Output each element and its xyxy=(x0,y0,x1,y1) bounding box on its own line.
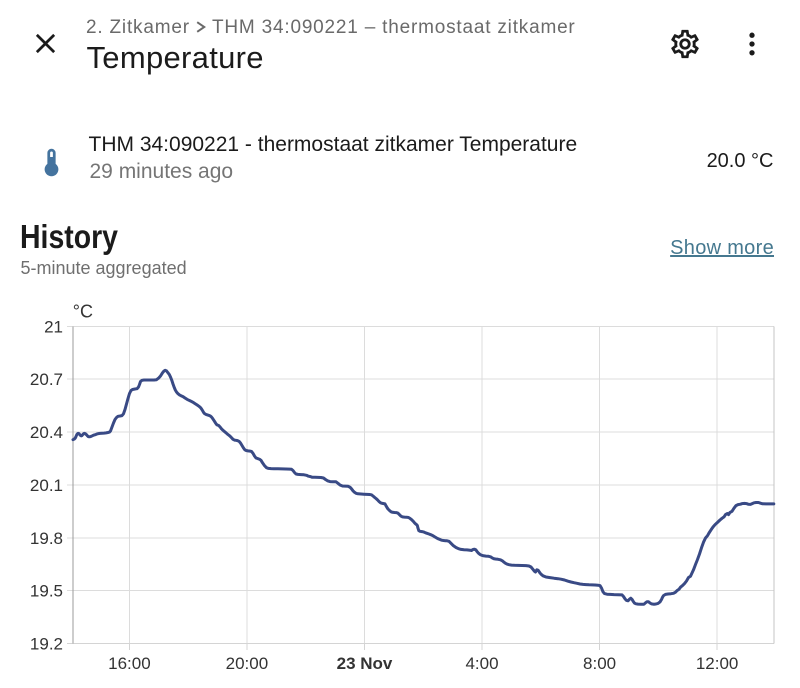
svg-text:20.4: 20.4 xyxy=(30,423,63,442)
svg-text:8:00: 8:00 xyxy=(583,654,616,673)
svg-text:19.8: 19.8 xyxy=(30,529,63,548)
svg-text:23 Nov: 23 Nov xyxy=(337,654,393,673)
svg-text:20.7: 20.7 xyxy=(30,370,63,389)
svg-text:20:00: 20:00 xyxy=(226,654,269,673)
svg-text:4:00: 4:00 xyxy=(465,654,498,673)
svg-text:19.2: 19.2 xyxy=(30,635,63,654)
svg-text:12:00: 12:00 xyxy=(696,654,739,673)
svg-text:21: 21 xyxy=(44,317,63,336)
svg-text:20.1: 20.1 xyxy=(30,476,63,495)
svg-text:19.5: 19.5 xyxy=(30,582,63,601)
svg-text:16:00: 16:00 xyxy=(108,654,151,673)
svg-text:°C: °C xyxy=(73,302,93,322)
